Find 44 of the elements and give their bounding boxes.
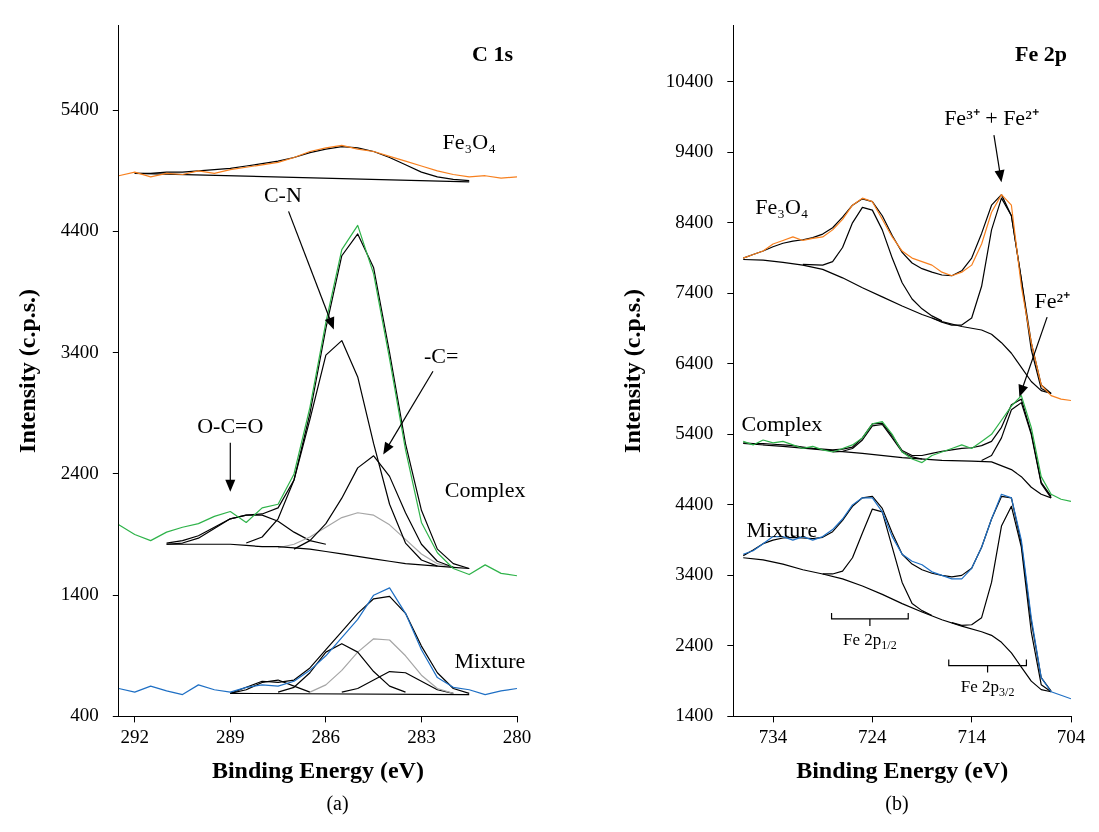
x-axis-title: Binding Energy (eV)	[211, 756, 424, 783]
text: (b)	[884, 791, 909, 816]
annotation: Fe²⁺	[1034, 287, 1071, 313]
y-tick-label: 2400	[60, 461, 99, 483]
y-tick-label: 2400	[675, 633, 714, 655]
x-axis-title: Binding Energy (eV)	[796, 756, 1009, 783]
x-tick-label: 280	[502, 725, 532, 747]
x-tick-label: 704	[1056, 725, 1086, 747]
series-label: Fe₃O₄	[442, 129, 496, 155]
y-tick-label: 3400	[60, 340, 99, 362]
text: (a)	[325, 791, 349, 816]
y-tick-label: 1400	[60, 583, 99, 605]
annotation: O-C=O	[197, 412, 264, 438]
y-tick-label: 7400	[675, 281, 714, 303]
y-tick-label: 6400	[675, 351, 714, 373]
y-tick-label: 3400	[675, 563, 714, 585]
y-tick-label: 9400	[675, 140, 714, 162]
text: C 1s	[472, 41, 514, 67]
y-axis-title: Intensity (c.p.s.)	[618, 288, 645, 453]
y-tick-label: 5400	[60, 98, 99, 120]
series-label: Complex	[444, 476, 526, 502]
x-tick-label: 286	[311, 725, 341, 747]
series-label: Complex	[741, 410, 823, 436]
text: Fe 2p	[1015, 41, 1068, 67]
y-tick-label: 1400	[675, 704, 714, 726]
x-tick-label: 289	[216, 725, 245, 747]
y-tick-label: 5400	[675, 422, 714, 444]
x-tick-label: 734	[758, 725, 788, 747]
y-tick-label: 4400	[675, 492, 714, 514]
y-tick-label: 4400	[60, 219, 99, 241]
x-tick-label: 283	[407, 725, 436, 747]
series-label: Mixture	[746, 516, 818, 542]
series-label: Fe₃O₄	[755, 194, 809, 220]
y-tick-label: 10400	[665, 69, 714, 91]
x-tick-label: 724	[858, 725, 888, 747]
series-label: Mixture	[454, 647, 526, 673]
annotation: Fe³⁺ + Fe²⁺	[944, 105, 1039, 131]
x-tick-label: 292	[120, 725, 149, 747]
y-tick-label: 400	[70, 704, 99, 726]
x-tick-label: 714	[957, 725, 987, 747]
y-tick-label: 8400	[675, 210, 714, 232]
y-axis-title: Intensity (c.p.s.)	[13, 288, 40, 453]
annotation: -C=	[424, 343, 459, 369]
annotation: C-N	[263, 182, 302, 208]
